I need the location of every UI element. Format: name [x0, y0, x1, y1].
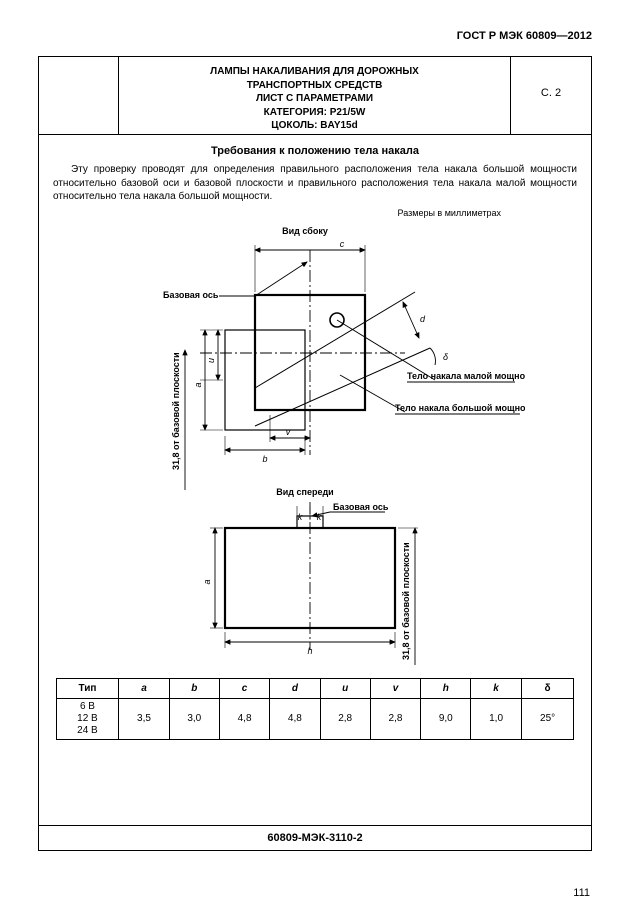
delta-line-upper: [255, 292, 415, 388]
table-data-row: 6 В 12 В 24 В 3,5 3,0 4,8 4,8 2,8 2,8 9,…: [56, 698, 574, 739]
document-standard-header: ГОСТ Р МЭК 60809—2012: [38, 30, 592, 42]
plane-offset-label-top: 31,8 от базовой плоскости: [171, 352, 181, 470]
td-c: 4,8: [219, 698, 269, 739]
ref-axis-label-top: Базовая ось: [163, 290, 219, 300]
page-ref-cell: С. 2: [511, 57, 591, 134]
td-d: 4,8: [270, 698, 320, 739]
dim-c-label: c: [340, 239, 345, 249]
body-paragraph: Эту проверку проводят для определения пр…: [39, 163, 591, 204]
content-frame: ЛАМПЫ НАКАЛИВАНИЯ ДЛЯ ДОРОЖНЫХ ТРАНСПОРТ…: [38, 56, 592, 851]
dim-d-line: [403, 302, 419, 338]
dim-a-label-bottom: a: [202, 579, 212, 584]
ref-axis-label-bottom: Базовая ось: [333, 502, 389, 512]
high-power-label: Тело накала большой мощности: [395, 403, 525, 413]
dimensions-unit-label: Размеры в миллиметрах: [39, 208, 591, 218]
delta-arc: [430, 348, 435, 365]
small-filament-box: [225, 330, 305, 430]
title-left-cell: [39, 57, 119, 134]
title-center-cell: ЛАМПЫ НАКАЛИВАНИЯ ДЛЯ ДОРОЖНЫХ ТРАНСПОРТ…: [119, 57, 511, 134]
th-a: a: [119, 678, 169, 698]
low-power-label: Тело накала малой мощности: [407, 371, 525, 381]
dim-d-label: d: [420, 314, 426, 324]
td-type: 6 В 12 В 24 В: [56, 698, 119, 739]
td-delta: 25°: [521, 698, 574, 739]
title-line: ТРАНСПОРТНЫХ СРЕДСТВ: [123, 79, 506, 93]
front-view-title: Вид спереди: [276, 487, 333, 497]
table-header-row: Тип a b c d u v h k δ: [56, 678, 574, 698]
top-view-title: Вид сбоку: [282, 226, 328, 236]
th-u: u: [320, 678, 370, 698]
th-k: k: [471, 678, 521, 698]
th-type: Тип: [56, 678, 119, 698]
td-b: 3,0: [169, 698, 219, 739]
technical-diagram: Вид сбоку d δ: [39, 220, 591, 670]
title-line: КАТЕГОРИЯ: P21/5W: [123, 106, 506, 120]
plane-offset-label-bottom: 31,8 от базовой плоскости: [401, 542, 411, 660]
dim-h-label: h: [307, 646, 312, 656]
td-v: 2,8: [370, 698, 420, 739]
dim-b-label: b: [262, 454, 267, 464]
th-v: v: [370, 678, 420, 698]
title-block: ЛАМПЫ НАКАЛИВАНИЯ ДЛЯ ДОРОЖНЫХ ТРАНСПОРТ…: [39, 57, 591, 135]
title-line: ЦОКОЛЬ: BAY15d: [123, 119, 506, 133]
td-h: 9,0: [421, 698, 471, 739]
section-title: Требования к положению тела накала: [39, 145, 591, 157]
delta-label: δ: [443, 352, 449, 362]
td-u: 2,8: [320, 698, 370, 739]
ref-axis-leader: [255, 262, 307, 296]
th-d: d: [270, 678, 320, 698]
dim-k-label-2: k: [317, 512, 322, 522]
title-line: ЛИСТ С ПАРАМЕТРАМИ: [123, 92, 506, 106]
td-a: 3,5: [119, 698, 169, 739]
dim-a-label: a: [193, 382, 203, 387]
th-c: c: [219, 678, 269, 698]
title-line: ЛАМПЫ НАКАЛИВАНИЯ ДЛЯ ДОРОЖНЫХ: [123, 65, 506, 79]
th-b: b: [169, 678, 219, 698]
dim-k-label-1: k: [298, 512, 303, 522]
th-h: h: [421, 678, 471, 698]
parameters-table: Тип a b c d u v h k δ 6 В 12 В: [56, 678, 575, 740]
dim-v-label: v: [286, 427, 291, 437]
td-k: 1,0: [471, 698, 521, 739]
footer-code: 60809-МЭК-3110-2: [39, 825, 591, 850]
dim-u-label: u: [206, 358, 216, 363]
th-delta: δ: [521, 678, 574, 698]
page-number: 111: [573, 887, 590, 899]
